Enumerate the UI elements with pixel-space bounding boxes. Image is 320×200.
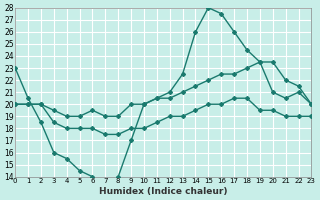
X-axis label: Humidex (Indice chaleur): Humidex (Indice chaleur) [99,187,228,196]
